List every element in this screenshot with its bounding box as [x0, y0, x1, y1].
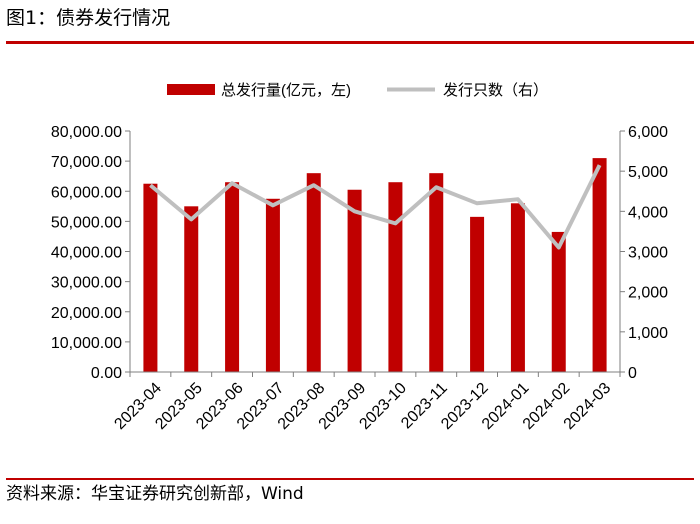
axes: 0.00 10,000.00 20,000.00 30,000.00 40,000.00… [51, 124, 668, 433]
right-tick-label: 0 [628, 365, 637, 382]
legend-bar-label: 总发行量(亿元，左) [221, 82, 351, 99]
left-tick-label: 10,000.00 [51, 335, 122, 352]
bar-2024-02 [551, 231, 566, 372]
bar-2024-01 [510, 203, 525, 372]
legend-line-label: 发行只数（右） [443, 82, 548, 99]
title-rule [6, 41, 694, 44]
footer-rule [6, 478, 694, 480]
bar-2023-04 [143, 183, 158, 372]
legend: 总发行量(亿元，左) 发行只数（右） [167, 82, 548, 99]
left-tick-label: 70,000.00 [51, 154, 122, 171]
left-tick-label: 0.00 [91, 365, 122, 382]
bar-2023-08 [306, 173, 321, 372]
left-tick-label: 30,000.00 [51, 275, 122, 292]
source-note: 资料来源：华宝证券研究创新部，Wind [6, 484, 304, 504]
bar-2023-09 [347, 189, 362, 372]
bar-2023-12 [470, 216, 485, 372]
left-tick-label: 80,000.00 [51, 124, 122, 141]
bar-2023-10 [388, 182, 403, 372]
right-tick-label: 4,000 [628, 204, 668, 221]
bar-2023-05 [184, 206, 199, 372]
legend-bar-swatch [167, 84, 215, 95]
right-tick-label: 3,000 [628, 245, 668, 262]
line-series [149, 164, 602, 250]
left-tick-label: 50,000.00 [51, 214, 122, 231]
left-tick-label: 40,000.00 [51, 245, 122, 262]
right-tick-label: 1,000 [628, 325, 668, 342]
bar-2023-06 [225, 182, 240, 372]
right-tick-label: 5,000 [628, 164, 668, 181]
bar-2023-07 [265, 198, 280, 372]
figure-title: 图1：债券发行情况 [6, 7, 171, 29]
left-tick-label: 20,000.00 [51, 305, 122, 322]
bar-2024-03 [592, 158, 607, 372]
left-tick-label: 60,000.00 [51, 184, 122, 201]
right-tick-label: 2,000 [628, 285, 668, 302]
bar-2023-11 [429, 173, 444, 372]
right-tick-label: 6,000 [628, 124, 668, 141]
bar-series [143, 158, 607, 372]
issuance-count-line [149, 164, 602, 250]
